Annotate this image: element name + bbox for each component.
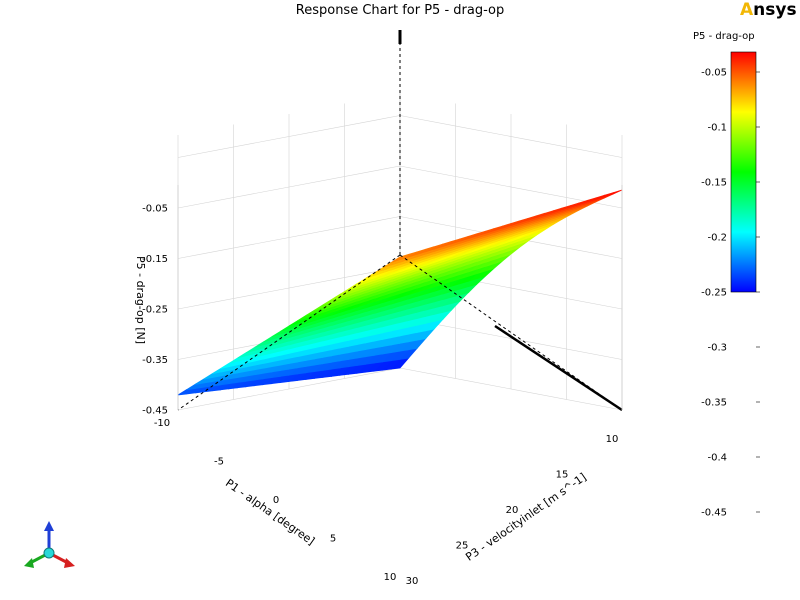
legend-colorbar [730, 51, 757, 293]
x-tick-label: 10 [384, 572, 397, 583]
logo-text: nsys [753, 0, 797, 20]
y-tick-label: 15 [556, 470, 569, 481]
legend-tick-label: -0.05 [701, 68, 727, 79]
legend-tick-label: -0.2 [707, 233, 727, 244]
y-axis-title: P3 - velocityinlet [m s^-1] [463, 471, 588, 564]
x-tick-label: -10 [154, 418, 170, 429]
legend-tick-label: -0.45 [701, 508, 727, 519]
legend-tick-label: -0.15 [701, 178, 727, 189]
color-legend: -0.05 -0.1 -0.15 -0.2 -0.25 -0.3 -0.35 -0.4 -0.4… [701, 51, 760, 519]
z-tick-label: -0.45 [142, 406, 168, 417]
legend-tick-label: -0.35 [701, 398, 727, 409]
y-tick-label: 20 [506, 505, 519, 516]
z-tick-label: -0.15 [142, 254, 168, 265]
y-tick-label: 25 [456, 541, 469, 552]
triad-z-arrow [44, 521, 54, 531]
velocity-axis-solid [494, 324, 623, 412]
x-tick-label: 0 [273, 495, 279, 506]
legend-tick-label: -0.3 [707, 343, 727, 354]
z-tick-label: -0.35 [142, 355, 168, 366]
axis-ticks: -0.05 -0.15 -0.25 -0.35 -0.45-10 -5 0 5 10 10 15 20… [134, 204, 618, 588]
response-surface[interactable] [177, 189, 623, 396]
z-axis-title: P5 - drag-op [N] [134, 256, 147, 344]
chart-title: Response Chart for P5 - drag-op [295, 3, 505, 18]
triad-y-arrow [24, 558, 34, 568]
triad-x-arrow [64, 558, 75, 568]
x-tick-label: -5 [214, 457, 224, 468]
ansys-logo: Ansys [740, 0, 797, 20]
z-tick-label: -0.05 [142, 204, 168, 215]
legend-tick-label: -0.1 [707, 123, 727, 134]
legend-title: P5 - drag-op [693, 31, 755, 42]
legend-tick-label: -0.25 [701, 288, 727, 299]
legend-tick-label: -0.4 [707, 453, 727, 464]
axis-triad[interactable] [24, 521, 75, 568]
z-tick-label: -0.25 [142, 305, 168, 316]
y-tick-label: 10 [606, 434, 619, 445]
triad-origin [43, 547, 55, 559]
y-tick-label: 30 [406, 576, 419, 587]
surface-patch [391, 254, 409, 263]
axis-overlay [177, 30, 623, 412]
x-axis-title: P1 - alpha [degree] [223, 476, 317, 547]
logo-mark: A [740, 0, 754, 20]
x-tick-label: 5 [330, 534, 336, 545]
